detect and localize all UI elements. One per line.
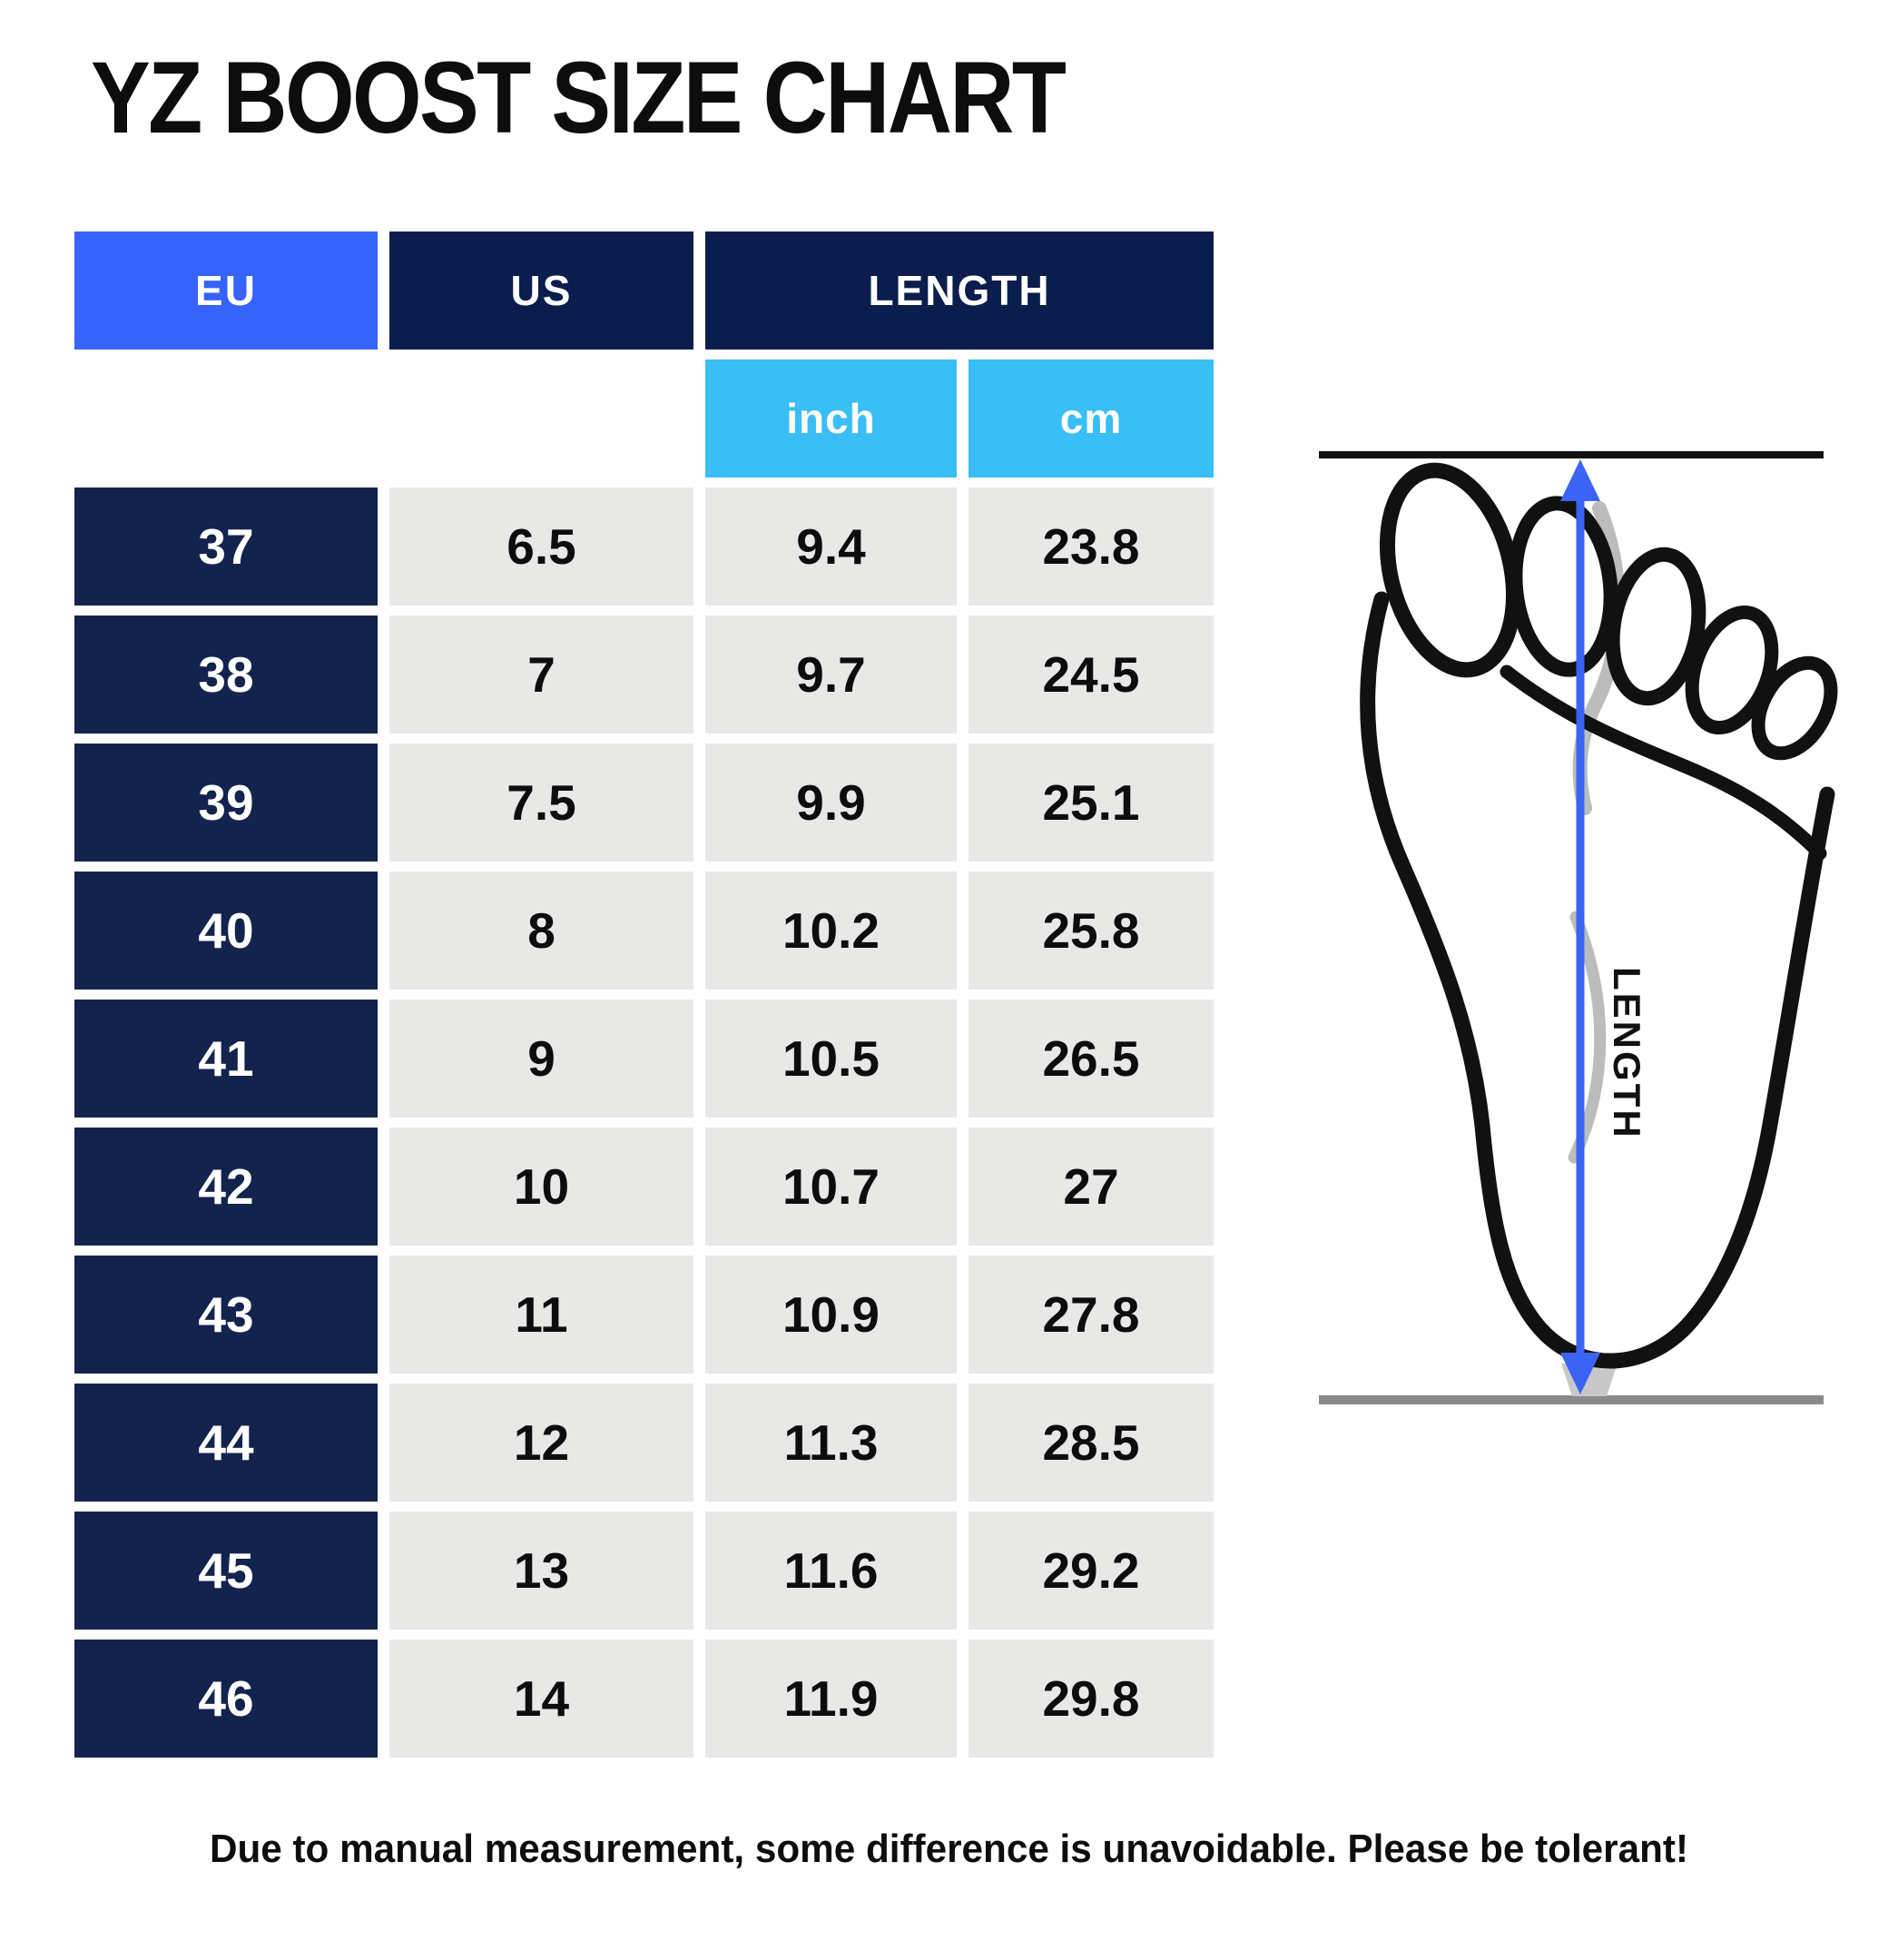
- length-arrow-head-top: [1560, 459, 1600, 501]
- foot-outline: [1360, 591, 1835, 1369]
- inch-value-cell: 10.9: [705, 1256, 957, 1374]
- us-size-cell: 14: [389, 1640, 693, 1758]
- us-size-cell: 10: [389, 1128, 693, 1246]
- eu-size-cell: 43: [74, 1256, 378, 1374]
- col-header-us: US: [389, 231, 693, 350]
- empty-cell: [389, 359, 693, 478]
- inch-value-cell: 10.7: [705, 1128, 957, 1246]
- inch-value-cell: 10.2: [705, 872, 957, 990]
- gray-arch-shadow: [1568, 911, 1607, 1164]
- cm-value-cell: 23.8: [969, 488, 1214, 606]
- col-header-eu: EU: [74, 231, 378, 350]
- big-toe-outline: [1379, 462, 1522, 678]
- us-size-cell: 12: [389, 1384, 693, 1502]
- fourth-toe-outline: [1685, 605, 1779, 735]
- us-size-cell: 11: [389, 1256, 693, 1374]
- eu-size-cell: 42: [74, 1128, 378, 1246]
- us-size-cell: 7: [389, 616, 693, 734]
- eu-size-cell: 37: [74, 488, 378, 606]
- empty-cell: [74, 359, 378, 478]
- cm-value-cell: 28.5: [969, 1384, 1214, 1502]
- cm-value-cell: 29.2: [969, 1512, 1214, 1630]
- eu-size-cell: 44: [74, 1384, 378, 1502]
- eu-size-cell: 38: [74, 616, 378, 734]
- us-size-cell: 13: [389, 1512, 693, 1630]
- foot-sole-line: [1500, 665, 1827, 861]
- eu-size-cell: 41: [74, 1000, 378, 1118]
- cm-value-cell: 25.1: [969, 744, 1214, 862]
- us-size-cell: 8: [389, 872, 693, 990]
- third-toe-outline: [1605, 547, 1706, 706]
- inch-value-cell: 11.9: [705, 1640, 957, 1758]
- subheader-cm: cm: [969, 359, 1214, 478]
- length-arrow-head-bottom: [1560, 1353, 1600, 1394]
- foot-measurement-diagram: LENGTH: [1319, 451, 1838, 1404]
- inch-value-cell: 10.5: [705, 1000, 957, 1118]
- size-table: EU US LENGTH inch cm 37 6.5 9.4 23.8 38 7 9.7 2…: [74, 231, 1214, 1758]
- cm-value-cell: 29.8: [969, 1640, 1214, 1758]
- cm-value-cell: 27: [969, 1128, 1214, 1246]
- page-title: YZ BOOST SIZE CHART: [91, 41, 1067, 154]
- inch-value-cell: 9.9: [705, 744, 957, 862]
- inch-value-cell: 11.3: [705, 1384, 957, 1502]
- cm-value-cell: 24.5: [969, 616, 1214, 734]
- col-header-length: LENGTH: [705, 231, 1214, 350]
- eu-size-cell: 40: [74, 872, 378, 990]
- cm-value-cell: 27.8: [969, 1256, 1214, 1374]
- inch-value-cell: 11.6: [705, 1512, 957, 1630]
- pinky-toe-outline: [1751, 655, 1838, 761]
- second-toe-outline: [1508, 496, 1618, 677]
- inch-value-cell: 9.4: [705, 488, 957, 606]
- eu-size-cell: 39: [74, 744, 378, 862]
- us-size-cell: 7.5: [389, 744, 693, 862]
- eu-size-cell: 46: [74, 1640, 378, 1758]
- length-label: LENGTH: [1606, 967, 1648, 1140]
- us-size-cell: 6.5: [389, 488, 693, 606]
- disclaimer-note: Due to manual measurement, some differen…: [209, 1827, 1689, 1871]
- inch-value-cell: 9.7: [705, 616, 957, 734]
- cm-value-cell: 26.5: [969, 1000, 1214, 1118]
- subheader-inch: inch: [705, 359, 957, 478]
- cm-value-cell: 25.8: [969, 872, 1214, 990]
- us-size-cell: 9: [389, 1000, 693, 1118]
- eu-size-cell: 45: [74, 1512, 378, 1630]
